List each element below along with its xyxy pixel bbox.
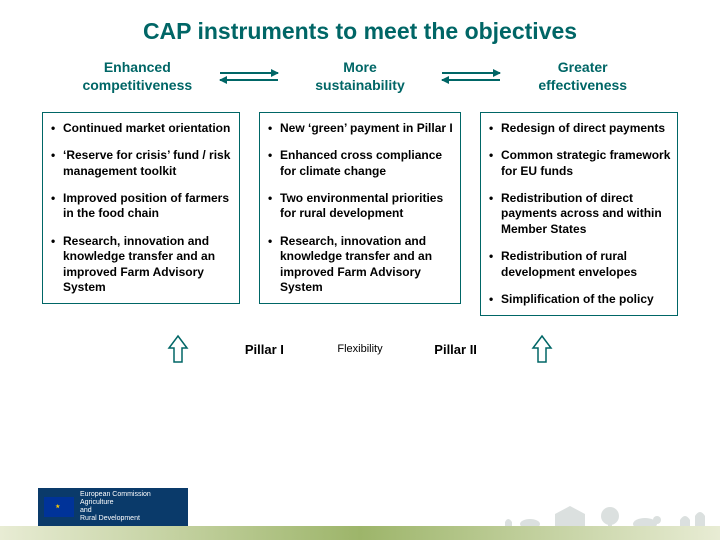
- content-box-1: Continued market orientation ‘Reserve fo…: [42, 112, 240, 304]
- pillar-label-2: Pillar II: [411, 342, 501, 357]
- ec-logo-text: European Commission Agriculture and Rura…: [80, 491, 151, 523]
- bullet-item: New ‘green’ payment in Pillar I: [266, 121, 454, 136]
- bullet-item: Simplification of the policy: [487, 292, 671, 307]
- content-box-2: New ‘green’ payment in Pillar I Enhanced…: [259, 112, 461, 304]
- footer-bar: [0, 526, 720, 540]
- bullet-item: Common strategic framework for EU funds: [487, 148, 671, 179]
- header-row: Enhanced competitiveness More sustainabi…: [0, 59, 720, 94]
- pillar-row: Pillar I Flexibility Pillar II: [0, 334, 720, 364]
- header-col-3: Greater effectiveness: [500, 59, 665, 94]
- eu-flag-icon: [44, 497, 74, 517]
- bullet-item: Improved position of farmers in the food…: [49, 191, 233, 222]
- ec-logo: European Commission Agriculture and Rura…: [38, 488, 188, 526]
- pillar-label-1: Pillar I: [219, 342, 309, 357]
- header-text: sustainability: [315, 77, 404, 93]
- bullet-item: Redistribution of direct payments across…: [487, 191, 671, 237]
- header-col-1: Enhanced competitiveness: [55, 59, 220, 94]
- bullet-item: Enhanced cross compliance for climate ch…: [266, 148, 454, 179]
- header-text: More: [343, 59, 376, 75]
- bullet-item: ‘Reserve for crisis’ fund / risk managem…: [49, 148, 233, 179]
- bullet-item: Two environmental priorities for rural d…: [266, 191, 454, 222]
- content-box-3: Redesign of direct payments Common strat…: [480, 112, 678, 316]
- header-text: Greater: [558, 59, 608, 75]
- header-text: Enhanced: [104, 59, 171, 75]
- header-text: effectiveness: [538, 77, 627, 93]
- page-title: CAP instruments to meet the objectives: [0, 0, 720, 59]
- flexibility-label: Flexibility: [337, 343, 382, 355]
- bullet-item: Redesign of direct payments: [487, 121, 671, 136]
- bullet-item: Research, innovation and knowledge trans…: [266, 234, 454, 295]
- up-arrow-icon: [165, 334, 191, 364]
- bidirectional-arrow-icon: [442, 64, 500, 90]
- bidirectional-arrow-icon: [220, 64, 278, 90]
- up-arrow-icon: [529, 334, 555, 364]
- header-text: competitiveness: [82, 77, 192, 93]
- bullet-item: Redistribution of rural development enve…: [487, 249, 671, 280]
- header-col-2: More sustainability: [278, 59, 443, 94]
- bullet-item: Continued market orientation: [49, 121, 233, 136]
- bullet-item: Research, innovation and knowledge trans…: [49, 234, 233, 295]
- content-columns: Continued market orientation ‘Reserve fo…: [0, 112, 720, 316]
